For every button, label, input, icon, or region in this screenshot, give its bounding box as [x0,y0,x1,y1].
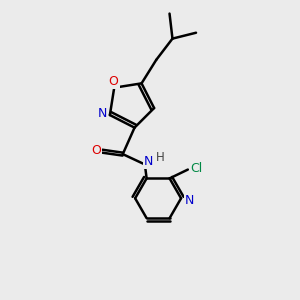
Text: H: H [156,152,164,164]
Text: O: O [109,75,118,88]
Text: N: N [144,155,153,168]
Text: N: N [98,107,107,120]
Text: N: N [184,194,194,207]
Text: O: O [91,144,101,157]
Text: Cl: Cl [190,162,202,175]
